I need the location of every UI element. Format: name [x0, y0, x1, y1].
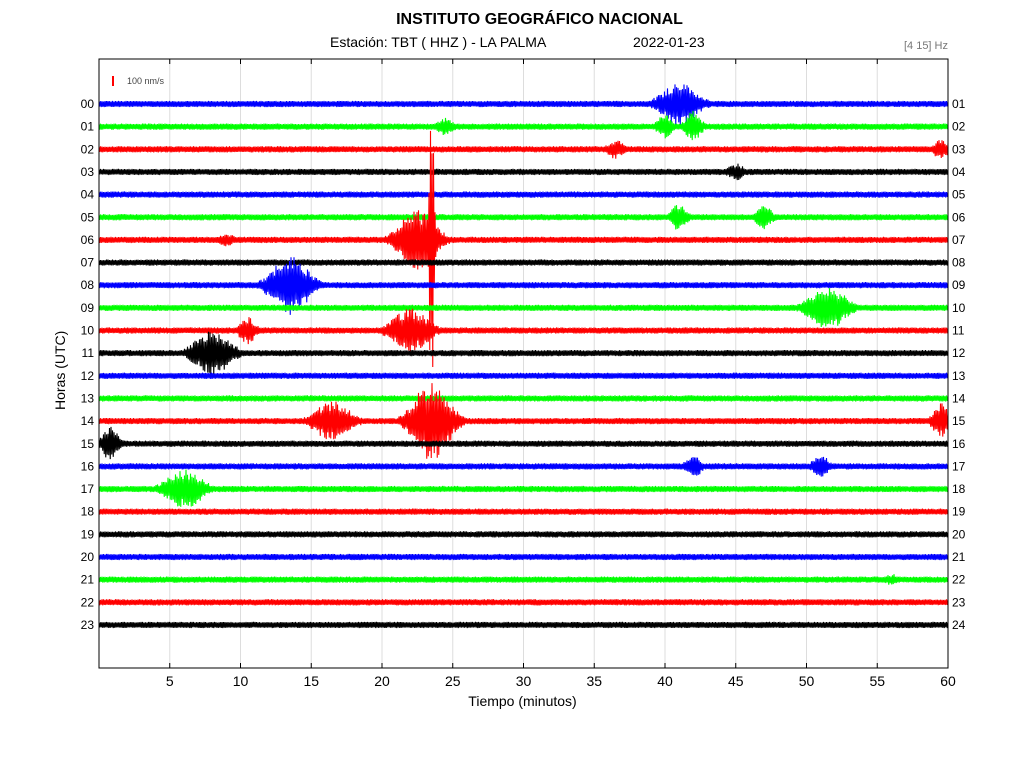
trace-hour-04	[98, 191, 949, 198]
right-hour-label: 03	[952, 142, 966, 156]
x-tick-label: 30	[516, 673, 532, 689]
right-hour-label: 13	[952, 369, 966, 383]
left-hour-label: 02	[81, 142, 95, 156]
x-tick-label: 45	[728, 673, 744, 689]
trace-hour-01	[98, 110, 949, 141]
right-hour-label: 17	[952, 459, 966, 473]
right-hour-label: 01	[952, 97, 966, 111]
right-hour-label: 08	[952, 256, 966, 270]
x-tick-label: 20	[374, 673, 390, 689]
left-hour-label: 20	[81, 550, 95, 564]
chart-title: INSTITUTO GEOGRÁFICO NACIONAL	[396, 11, 683, 28]
x-tick-label: 25	[445, 673, 461, 689]
trace-hour-09	[98, 288, 949, 328]
trace-hour-17	[98, 469, 949, 507]
trace-hour-14	[98, 383, 949, 459]
x-tick-label: 55	[869, 673, 885, 689]
right-hour-label: 06	[952, 210, 966, 224]
left-hour-label: 00	[81, 97, 95, 111]
left-hour-label: 09	[81, 301, 95, 315]
trace-hour-13	[98, 395, 949, 402]
left-hour-label: 23	[81, 618, 95, 632]
left-hour-label: 06	[81, 233, 95, 247]
x-tick-label: 15	[303, 673, 319, 689]
trace-hour-11	[98, 331, 949, 375]
right-hour-label: 11	[952, 324, 965, 338]
right-hour-label: 14	[952, 391, 966, 405]
trace-hour-07	[98, 259, 949, 266]
left-hour-label: 07	[81, 256, 95, 270]
trace-hour-06	[98, 130, 949, 367]
right-hour-label: 10	[952, 301, 966, 315]
station-label: Estación: TBT ( HHZ ) - LA PALMA	[330, 34, 547, 50]
x-tick-label: 5	[166, 673, 174, 689]
left-hour-label: 01	[81, 120, 95, 134]
trace-hour-05	[98, 205, 949, 230]
right-hour-label: 07	[952, 233, 966, 247]
trace-hour-12	[98, 372, 949, 379]
trace-hour-16	[98, 456, 949, 477]
date-label: 2022-01-23	[633, 34, 705, 50]
left-hour-label: 15	[81, 437, 95, 451]
trace-hour-23	[98, 621, 949, 629]
trace-hour-21	[98, 574, 949, 585]
right-hour-label: 04	[952, 165, 966, 179]
left-hour-label: 16	[81, 459, 95, 473]
left-hour-label: 19	[81, 527, 95, 541]
right-hour-label: 24	[952, 618, 966, 632]
band-label: [4 15] Hz	[903, 40, 948, 52]
trace-hour-10	[98, 308, 949, 352]
right-hour-label: 19	[952, 505, 966, 519]
right-hour-label: 18	[952, 482, 966, 496]
y-axis-label: Horas (UTC)	[52, 330, 68, 410]
right-hour-label: 02	[952, 120, 966, 134]
left-hour-label: 05	[81, 210, 95, 224]
trace-hour-22	[98, 599, 949, 606]
x-tick-label: 35	[586, 673, 602, 689]
right-hour-label: 09	[952, 278, 966, 292]
x-tick-label: 40	[657, 673, 673, 689]
trace-hour-19	[98, 531, 949, 538]
left-hour-label: 14	[81, 414, 95, 428]
trace-hour-15	[98, 426, 949, 460]
left-hour-label: 10	[81, 324, 95, 338]
trace-hour-08	[98, 257, 949, 315]
right-hour-label: 21	[952, 550, 966, 564]
left-hour-label: 11	[82, 346, 95, 360]
x-tick-label: 50	[799, 673, 815, 689]
right-hour-label: 22	[952, 573, 966, 587]
left-hour-label: 22	[81, 595, 95, 609]
right-hour-label: 12	[952, 346, 966, 360]
trace-hour-18	[98, 508, 949, 515]
trace-hour-02	[98, 140, 949, 159]
left-hour-label: 08	[81, 278, 95, 292]
left-hour-label: 12	[81, 369, 95, 383]
right-hour-label: 16	[952, 437, 966, 451]
left-hour-label: 04	[81, 188, 95, 202]
left-hour-label: 21	[81, 573, 95, 587]
x-tick-label: 60	[940, 673, 956, 689]
left-hour-label: 13	[81, 391, 95, 405]
left-hour-label: 03	[81, 165, 95, 179]
left-hour-label: 17	[81, 482, 95, 496]
right-hour-label: 23	[952, 595, 966, 609]
trace-hour-03	[98, 163, 949, 181]
right-hour-label: 05	[952, 188, 966, 202]
x-axis-label: Tiempo (minutos)	[468, 693, 577, 709]
x-tick-label: 10	[233, 673, 249, 689]
trace-hour-20	[98, 553, 949, 561]
scale-label: 100 nm/s	[127, 76, 165, 86]
left-hour-label: 18	[81, 505, 95, 519]
right-hour-label: 15	[952, 414, 966, 428]
right-hour-label: 20	[952, 527, 966, 541]
trace-hour-00	[98, 84, 949, 126]
